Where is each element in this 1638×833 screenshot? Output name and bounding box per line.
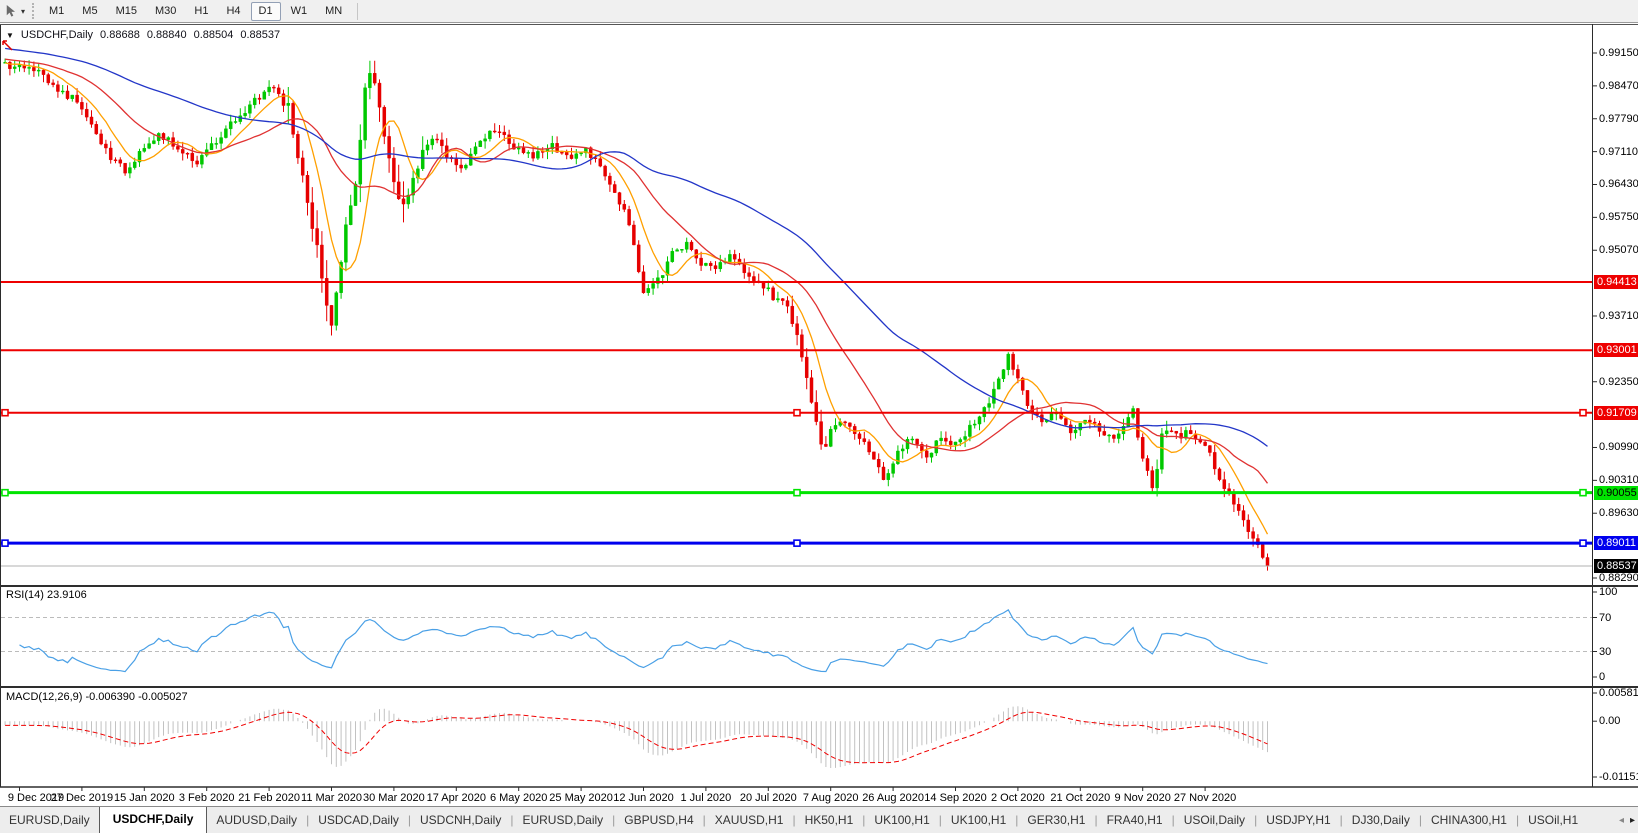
tab-item-audusd-daily[interactable]: AUDUSD,Daily: [216, 813, 298, 827]
chart-menu-triangle-icon[interactable]: ▼: [6, 30, 14, 40]
tab-separator: |: [792, 813, 796, 827]
moving-average-21: [5, 58, 1269, 484]
timeframe-button-group: M1 M5 M15 M30 H1 H4 D1 W1 MN: [40, 1, 351, 21]
rsi-indicator-label: RSI(14) 23.9106: [6, 589, 87, 601]
tab-item-usdcad-daily[interactable]: USDCAD,Daily: [318, 813, 399, 827]
tab-item-uk100-h1[interactable]: UK100,H1: [950, 813, 1007, 827]
line-handle[interactable]: [793, 488, 801, 497]
ohlc-open: 0.88688: [100, 29, 140, 41]
tab-separator: |: [306, 813, 310, 827]
timeframe-button-h1[interactable]: H1: [194, 4, 209, 17]
tab-item-ger30-h1[interactable]: GER30,H1: [1027, 813, 1086, 827]
tab-separator: |: [1094, 813, 1098, 827]
tabs-scroll-left-icon[interactable]: ◂: [1618, 814, 1624, 826]
tab-item-usdjpy-h1[interactable]: USDJPY,H1: [1266, 813, 1331, 827]
chart-tabs-bar: EURUSD,Daily USDCHF,Daily AUDUSD,Daily | USD…: [0, 806, 1638, 833]
tab-separator: |: [1418, 813, 1422, 827]
tab-item-usdcnh-daily[interactable]: USDCNH,Daily: [420, 813, 502, 827]
macd-indicator-label: MACD(12,26,9) -0.006390 -0.005027: [6, 691, 188, 703]
ohlc-high: 0.88840: [146, 29, 187, 41]
chevron-down-icon[interactable]: ▾: [21, 6, 26, 16]
bull-candle-bodies: [3, 62, 1188, 489]
timeframe-button-m30[interactable]: M30: [154, 4, 177, 17]
tab-item-usoil-h1[interactable]: USOil,H1: [1528, 813, 1579, 827]
timeframe-button-w1[interactable]: W1: [290, 4, 308, 17]
ohlc-close: 0.88537: [240, 29, 281, 41]
line-handle[interactable]: [1, 539, 9, 547]
line-handle[interactable]: [1579, 539, 1587, 547]
tab-item-uk100-h1[interactable]: UK100,H1: [874, 813, 930, 827]
tab-separator: |: [862, 813, 866, 827]
cursor-tool-icon[interactable]: [3, 4, 18, 19]
top-toolbar: ▾ M1 M5 M15 M30 H1 H4 D1 W1 MN: [0, 0, 1638, 23]
tab-item-usdchf-daily[interactable]: USDCHF,Daily: [98, 807, 208, 833]
ohlc-low: 0.88504: [193, 29, 234, 41]
rsi-line: [19, 609, 1268, 673]
tab-separator: |: [938, 813, 942, 827]
timeframe-button-m1[interactable]: M1: [49, 4, 65, 17]
tab-item-hk50-h1[interactable]: HK50,H1: [804, 813, 854, 827]
line-handle[interactable]: [793, 539, 801, 547]
tab-item-eurusd-daily[interactable]: EURUSD,Daily: [522, 813, 604, 827]
toolbar-separator: [357, 2, 359, 20]
drawing-anchor-mark: [2, 40, 13, 51]
tabs-scroll-right-icon[interactable]: ▸: [1629, 814, 1635, 826]
macd-histogram: [4, 706, 1268, 768]
timeframe-button-h4[interactable]: H4: [226, 4, 241, 17]
tab-separator: |: [510, 813, 514, 827]
tab-separator: |: [1515, 813, 1520, 827]
line-handle[interactable]: [1, 488, 9, 497]
tab-separator: |: [1339, 813, 1343, 827]
tab-separator: |: [612, 813, 616, 827]
moving-average-8: [4, 62, 1269, 535]
tab-item-xauusd-h1[interactable]: XAUUSD,H1: [714, 813, 784, 827]
chart-symbol-label: USDCHF,Daily: [20, 29, 94, 41]
tab-item-dj30-daily[interactable]: DJ30,Daily: [1351, 813, 1410, 827]
tab-item-eurusd-daily[interactable]: EURUSD,Daily: [9, 813, 90, 827]
tab-item-fra40-h1[interactable]: FRA40,H1: [1106, 813, 1163, 827]
chart-title: ▼ USDCHF,Daily 0.88688 0.88840 0.88504 0…: [6, 29, 280, 41]
tab-separator: |: [1015, 813, 1019, 827]
tab-separator: |: [1171, 813, 1175, 827]
bull-candle-wicks: [4, 58, 1187, 497]
tab-item-usoil-daily[interactable]: USOil,Daily: [1183, 813, 1246, 827]
toolbar-grip[interactable]: [32, 3, 35, 19]
line-handle[interactable]: [1579, 488, 1587, 497]
tab-separator: |: [702, 813, 706, 827]
macd-signal-line: [5, 711, 1268, 764]
line-handle[interactable]: [1, 408, 9, 417]
tab-separator: |: [407, 813, 411, 827]
tab-separator: |: [1254, 813, 1258, 827]
tab-item-china300-h1[interactable]: CHINA300,H1: [1430, 813, 1507, 827]
tab-item-gbpusd-h4[interactable]: GBPUSD,H4: [624, 813, 694, 827]
moving-average-55: [5, 47, 1268, 447]
timeframe-button-m5[interactable]: M5: [82, 4, 98, 17]
timeframe-button-m15[interactable]: M15: [115, 4, 137, 17]
bear-candle-bodies: [8, 62, 1270, 567]
timeframe-button-mn[interactable]: MN: [325, 4, 343, 17]
line-handle[interactable]: [1579, 408, 1587, 417]
line-handle[interactable]: [793, 408, 801, 417]
timeframe-button-d1[interactable]: D1: [250, 1, 281, 21]
